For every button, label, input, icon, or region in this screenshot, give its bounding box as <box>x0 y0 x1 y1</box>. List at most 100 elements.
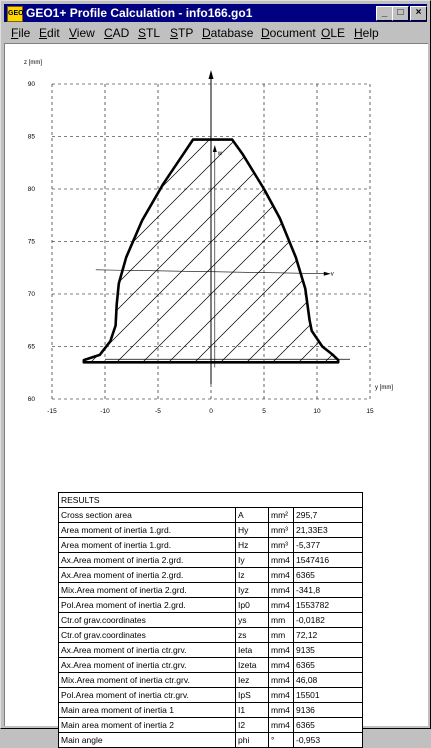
z-tick-label: 65 <box>28 344 36 351</box>
results-symbol: Hy <box>235 522 269 538</box>
close-button[interactable]: × <box>410 6 427 21</box>
title-bar[interactable]: GEO GEO1+ Profile Calculation - info166.… <box>4 4 427 22</box>
hatch-line <box>132 139 339 363</box>
menu-help[interactable]: Help <box>354 26 379 40</box>
results-unit: mm4 <box>268 717 294 733</box>
menu-stl[interactable]: STL <box>138 26 161 40</box>
results-value: 1553782 <box>293 597 363 613</box>
profile-outline <box>82 138 340 364</box>
hatch-line <box>184 139 339 363</box>
results-unit: mm4 <box>268 687 294 703</box>
results-unit: mm4 <box>268 672 294 688</box>
hatch-line <box>367 84 428 424</box>
menu-database[interactable]: Database <box>202 26 254 40</box>
results-symbol: Ip0 <box>235 597 269 613</box>
hatch-line <box>83 139 214 363</box>
z-axis-label: z [mm] <box>24 60 42 66</box>
hatch-line <box>236 139 339 363</box>
results-unit: mm4 <box>268 657 294 673</box>
y-tick-label: -15 <box>47 408 57 415</box>
results-value: 1547416 <box>293 552 363 568</box>
v-axis-arrow <box>323 271 331 276</box>
results-unit: mm4 <box>268 702 294 718</box>
results-unit: ° <box>268 732 294 748</box>
results-unit: mm4 <box>268 642 294 658</box>
z-tick-label: 75 <box>28 239 36 246</box>
results-unit: mm4 <box>268 567 294 583</box>
results-row: Mix.Area moment of inertia 2.grd. Iyz mm4-… <box>58 582 363 598</box>
results-row: Area moment of inertia 1.grd. Hy mm³ 21,33E… <box>58 522 363 538</box>
results-row: Pol.Area moment of inertia ctr.grv. IpS mm… <box>58 687 363 703</box>
hatch-line <box>106 139 339 363</box>
results-row: Main area moment of inertia 1 I1 mm4 9136 <box>58 702 363 718</box>
menu-document[interactable]: Document <box>261 26 316 40</box>
y-tick-label: 5 <box>262 408 266 415</box>
results-symbol: Iz <box>235 567 269 583</box>
results-symbol: Iy <box>235 552 269 568</box>
client-area: -15 -10 -5 0 5 10 15 60 65 70 75 80 85 90 z [mm] y [m… <box>4 43 428 748</box>
y-tick-label: -10 <box>100 408 110 415</box>
results-value: 72,12 <box>293 627 363 643</box>
w-axis-label: w <box>217 151 223 157</box>
results-unit: mm <box>268 612 294 628</box>
menu-ole[interactable]: OLE <box>321 26 346 40</box>
hatch-line <box>83 139 136 363</box>
results-unit: mm³ <box>268 537 294 553</box>
maximize-button[interactable]: □ <box>392 6 409 21</box>
menu-stp[interactable]: STP <box>170 26 194 40</box>
results-value: -341,8 <box>293 582 363 598</box>
w-axis-arrow <box>212 145 217 152</box>
hatch-line <box>288 139 339 363</box>
results-row: Area moment of inertia 1.grd. Hz mm³ -5,377 <box>58 537 363 553</box>
results-unit: mm4 <box>268 597 294 613</box>
y-tick-label: 0 <box>209 408 213 415</box>
results-value: 15501 <box>293 687 363 703</box>
results-value: -0,0182 <box>293 612 363 628</box>
menu-edit[interactable]: Edit <box>39 26 60 40</box>
menu-cad[interactable]: CAD <box>104 26 130 40</box>
results-symbol: Ieta <box>235 642 269 658</box>
results-name: Main area moment of inertia 1 <box>58 702 236 718</box>
hatch-line <box>83 139 339 363</box>
hatch-line <box>262 139 339 363</box>
results-value: 21,33E3 <box>293 522 363 538</box>
results-unit: mm4 <box>268 552 294 568</box>
results-name: Ax.Area moment of inertia 2.grd. <box>58 567 236 583</box>
results-symbol: ys <box>235 612 269 628</box>
results-header: RESULTS <box>58 492 363 508</box>
results-row: Ax.Area moment of inertia 2.grd. Iy mm4 154… <box>58 552 363 568</box>
results-name: Cross section area <box>58 507 236 523</box>
results-row: Ax.Area moment of inertia 2.grd. Iz mm4 636… <box>58 567 363 583</box>
hatch-line <box>83 139 292 363</box>
results-unit: mm³ <box>268 522 294 538</box>
results-name: Mix.Area moment of inertia ctr.grv. <box>58 672 236 688</box>
hatch-line <box>83 139 110 363</box>
app-icon[interactable]: GEO <box>7 6 24 22</box>
results-value: 46,08 <box>293 672 363 688</box>
plot-ticks: -15 -10 -5 0 5 10 15 60 65 70 75 80 85 90 <box>28 81 374 415</box>
z-tick-label: 90 <box>28 81 36 88</box>
minimize-button[interactable]: _ <box>376 6 393 21</box>
results-row: Ctr.of grav.coordinates ys mm -0,0182 <box>58 612 363 628</box>
menu-view[interactable]: View <box>69 26 95 40</box>
z-axis-arrow <box>208 70 214 79</box>
v-axis-label: v <box>331 272 334 278</box>
results-name: Ax.Area moment of inertia ctr.grv. <box>58 642 236 658</box>
window-title: GEO1+ Profile Calculation - info166.go1 <box>26 6 253 20</box>
z-tick-label: 80 <box>28 186 36 193</box>
results-name: Pol.Area moment of inertia ctr.grv. <box>58 687 236 703</box>
profile-plot: -15 -10 -5 0 5 10 15 60 65 70 75 80 85 90 z [mm] y [m… <box>24 60 428 424</box>
results-row: Mix.Area moment of inertia ctr.grv. Iez mm… <box>58 672 363 688</box>
menu-file[interactable]: File <box>11 26 31 40</box>
results-name: Ctr.of grav.coordinates <box>58 627 236 643</box>
results-name: Ax.Area moment of inertia ctr.grv. <box>58 657 236 673</box>
results-value: 6365 <box>293 717 363 733</box>
results-name: Ax.Area moment of inertia 2.grd. <box>58 552 236 568</box>
results-row: Main area moment of inertia 2 I2 mm4 6365 <box>58 717 363 733</box>
z-tick-label: 70 <box>28 291 36 298</box>
hatch-line <box>341 84 428 424</box>
results-name: Mix.Area moment of inertia 2.grd. <box>58 582 236 598</box>
results-unit: mm <box>268 627 294 643</box>
